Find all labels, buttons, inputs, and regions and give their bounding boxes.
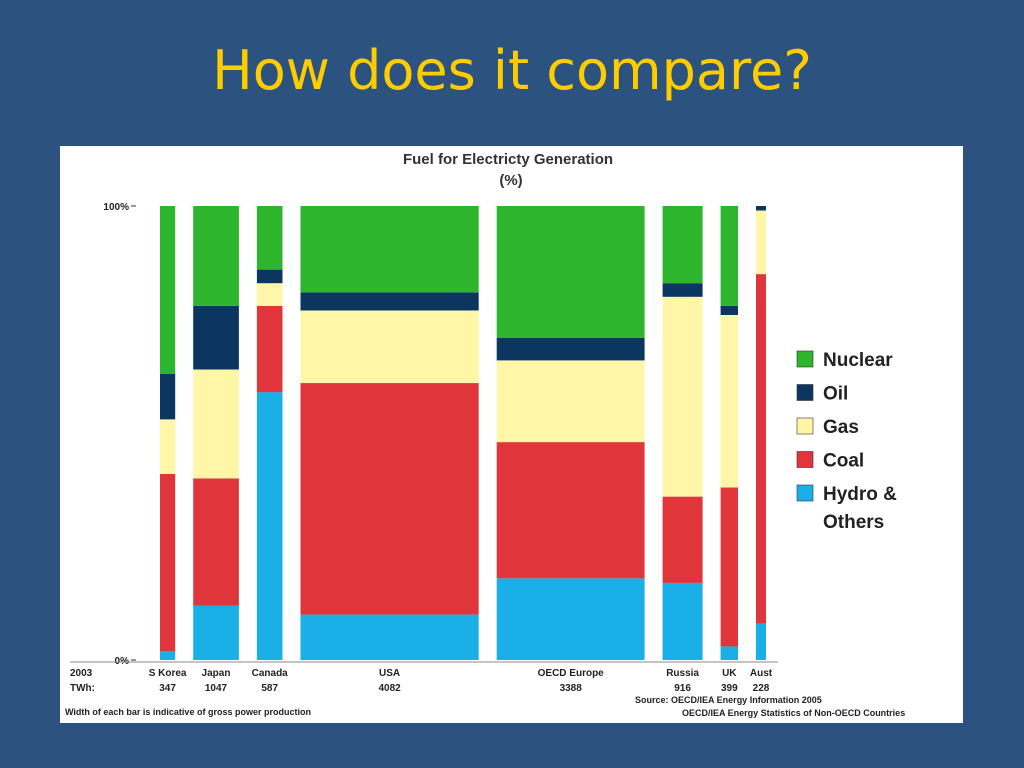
bar-segment-coal-russia [662, 496, 703, 583]
bar-segment-nuclear-uk [720, 206, 738, 306]
legend-label-hydro: Hydro & [823, 484, 897, 505]
bar-segment-coal-uk [720, 487, 738, 647]
bar-segment-nuclear-japan [193, 206, 239, 306]
legend-label-gas: Gas [823, 417, 859, 438]
legend-swatch-nuclear [796, 350, 814, 368]
bar-segment-coal-oecd-europe [496, 442, 645, 579]
bar-segment-nuclear-russia [662, 206, 703, 284]
footnote: Width of each bar is indicative of gross… [65, 707, 311, 717]
bar-segment-gas-uk [720, 315, 738, 488]
bar-segment-gas-canada [256, 283, 283, 306]
bar-segment-coal-japan [193, 478, 239, 606]
x-label-usa: USA [379, 668, 400, 679]
x-labels-group: S Korea 347 Japan 1047 Canada 587 USA 4082 OECD … [149, 668, 773, 694]
twh-value-russia: 916 [674, 683, 691, 694]
twh-value-usa: 4082 [378, 683, 401, 694]
bar-segment-nuclear-oecd-europe [496, 206, 645, 338]
bar-segment-gas-usa [300, 310, 479, 383]
bar-segment-oil-canada [256, 269, 283, 284]
legend-swatch-oil [796, 384, 814, 401]
bar-segment-nuclear-canada [256, 206, 283, 270]
legend-swatch-hydro [796, 484, 814, 502]
bar-segment-nuclear-s-korea [160, 206, 176, 374]
legend: Nuclear Oil Gas Coal Hydro & Others [796, 350, 897, 533]
bar-segment-hydro-russia [662, 582, 703, 660]
x-label-japan: Japan [202, 668, 231, 679]
x-label-canada: Canada [252, 668, 289, 679]
bar-segment-gas-s-korea [160, 419, 176, 474]
legend-label-nuclear: Nuclear [823, 350, 893, 371]
source-line-1: Source: OECD/IEA Energy Information 2005 [635, 695, 822, 705]
bar-segment-hydro-oecd-europe [496, 578, 645, 660]
bar-segment-oil-aust [756, 206, 766, 211]
x-label-aust: Aust [750, 668, 773, 679]
bar-segment-gas-oecd-europe [496, 360, 645, 443]
chart-panel: Fuel for Electricty Generation (%) 100% … [60, 146, 963, 723]
bar-segment-gas-russia [662, 296, 703, 497]
bar-segment-oil-usa [300, 292, 479, 311]
bar-segment-hydro-s-korea [160, 650, 176, 660]
y-tick-100: 100% [103, 202, 129, 213]
x-label-russia: Russia [666, 668, 699, 679]
year-label: 2003 [70, 668, 93, 679]
x-label-uk: UK [722, 668, 737, 679]
bar-segment-hydro-aust [756, 623, 766, 660]
slide-title: How does it compare? [212, 39, 812, 102]
bar-segment-hydro-canada [256, 392, 283, 660]
bar-segment-oil-s-korea [160, 374, 176, 420]
bar-segment-gas-japan [193, 369, 239, 479]
bar-segment-coal-aust [756, 274, 766, 624]
bar-segment-gas-aust [756, 210, 766, 275]
twh-value-oecd-europe: 3388 [560, 683, 583, 694]
legend-label-hydro-2: Others [823, 512, 884, 533]
twh-label: TWh: [70, 683, 95, 694]
bar-segment-oil-oecd-europe [496, 337, 645, 361]
legend-label-coal: Coal [823, 451, 864, 472]
chart-subtitle: (%) [499, 172, 522, 189]
x-label-s-korea: S Korea [149, 668, 187, 679]
bar-segment-hydro-usa [300, 614, 479, 660]
chart-title: Fuel for Electricty Generation [403, 151, 613, 168]
twh-value-uk: 399 [721, 683, 738, 694]
bar-segment-hydro-uk [720, 646, 738, 660]
source-line-2: OECD/IEA Energy Statistics of Non-OECD C… [682, 708, 905, 718]
legend-swatch-gas [796, 417, 814, 435]
twh-value-canada: 587 [261, 683, 278, 694]
twh-value-aust: 228 [753, 683, 770, 694]
twh-value-s-korea: 347 [159, 683, 176, 694]
bar-segment-oil-uk [720, 305, 738, 315]
bar-segment-oil-russia [662, 283, 703, 297]
bar-segment-hydro-japan [193, 605, 239, 660]
bar-segment-coal-usa [300, 383, 479, 615]
bar-segment-oil-japan [193, 305, 239, 370]
legend-label-oil: Oil [823, 384, 848, 405]
bar-segment-nuclear-usa [300, 206, 479, 293]
bar-segment-coal-s-korea [160, 473, 176, 651]
fuel-generation-chart: Fuel for Electricty Generation (%) 100% … [65, 151, 905, 718]
twh-value-japan: 1047 [205, 683, 228, 694]
bars-group [160, 206, 766, 660]
bar-segment-coal-canada [256, 305, 283, 393]
x-label-oecd-europe: OECD Europe [538, 668, 605, 679]
legend-swatch-coal [796, 451, 814, 468]
